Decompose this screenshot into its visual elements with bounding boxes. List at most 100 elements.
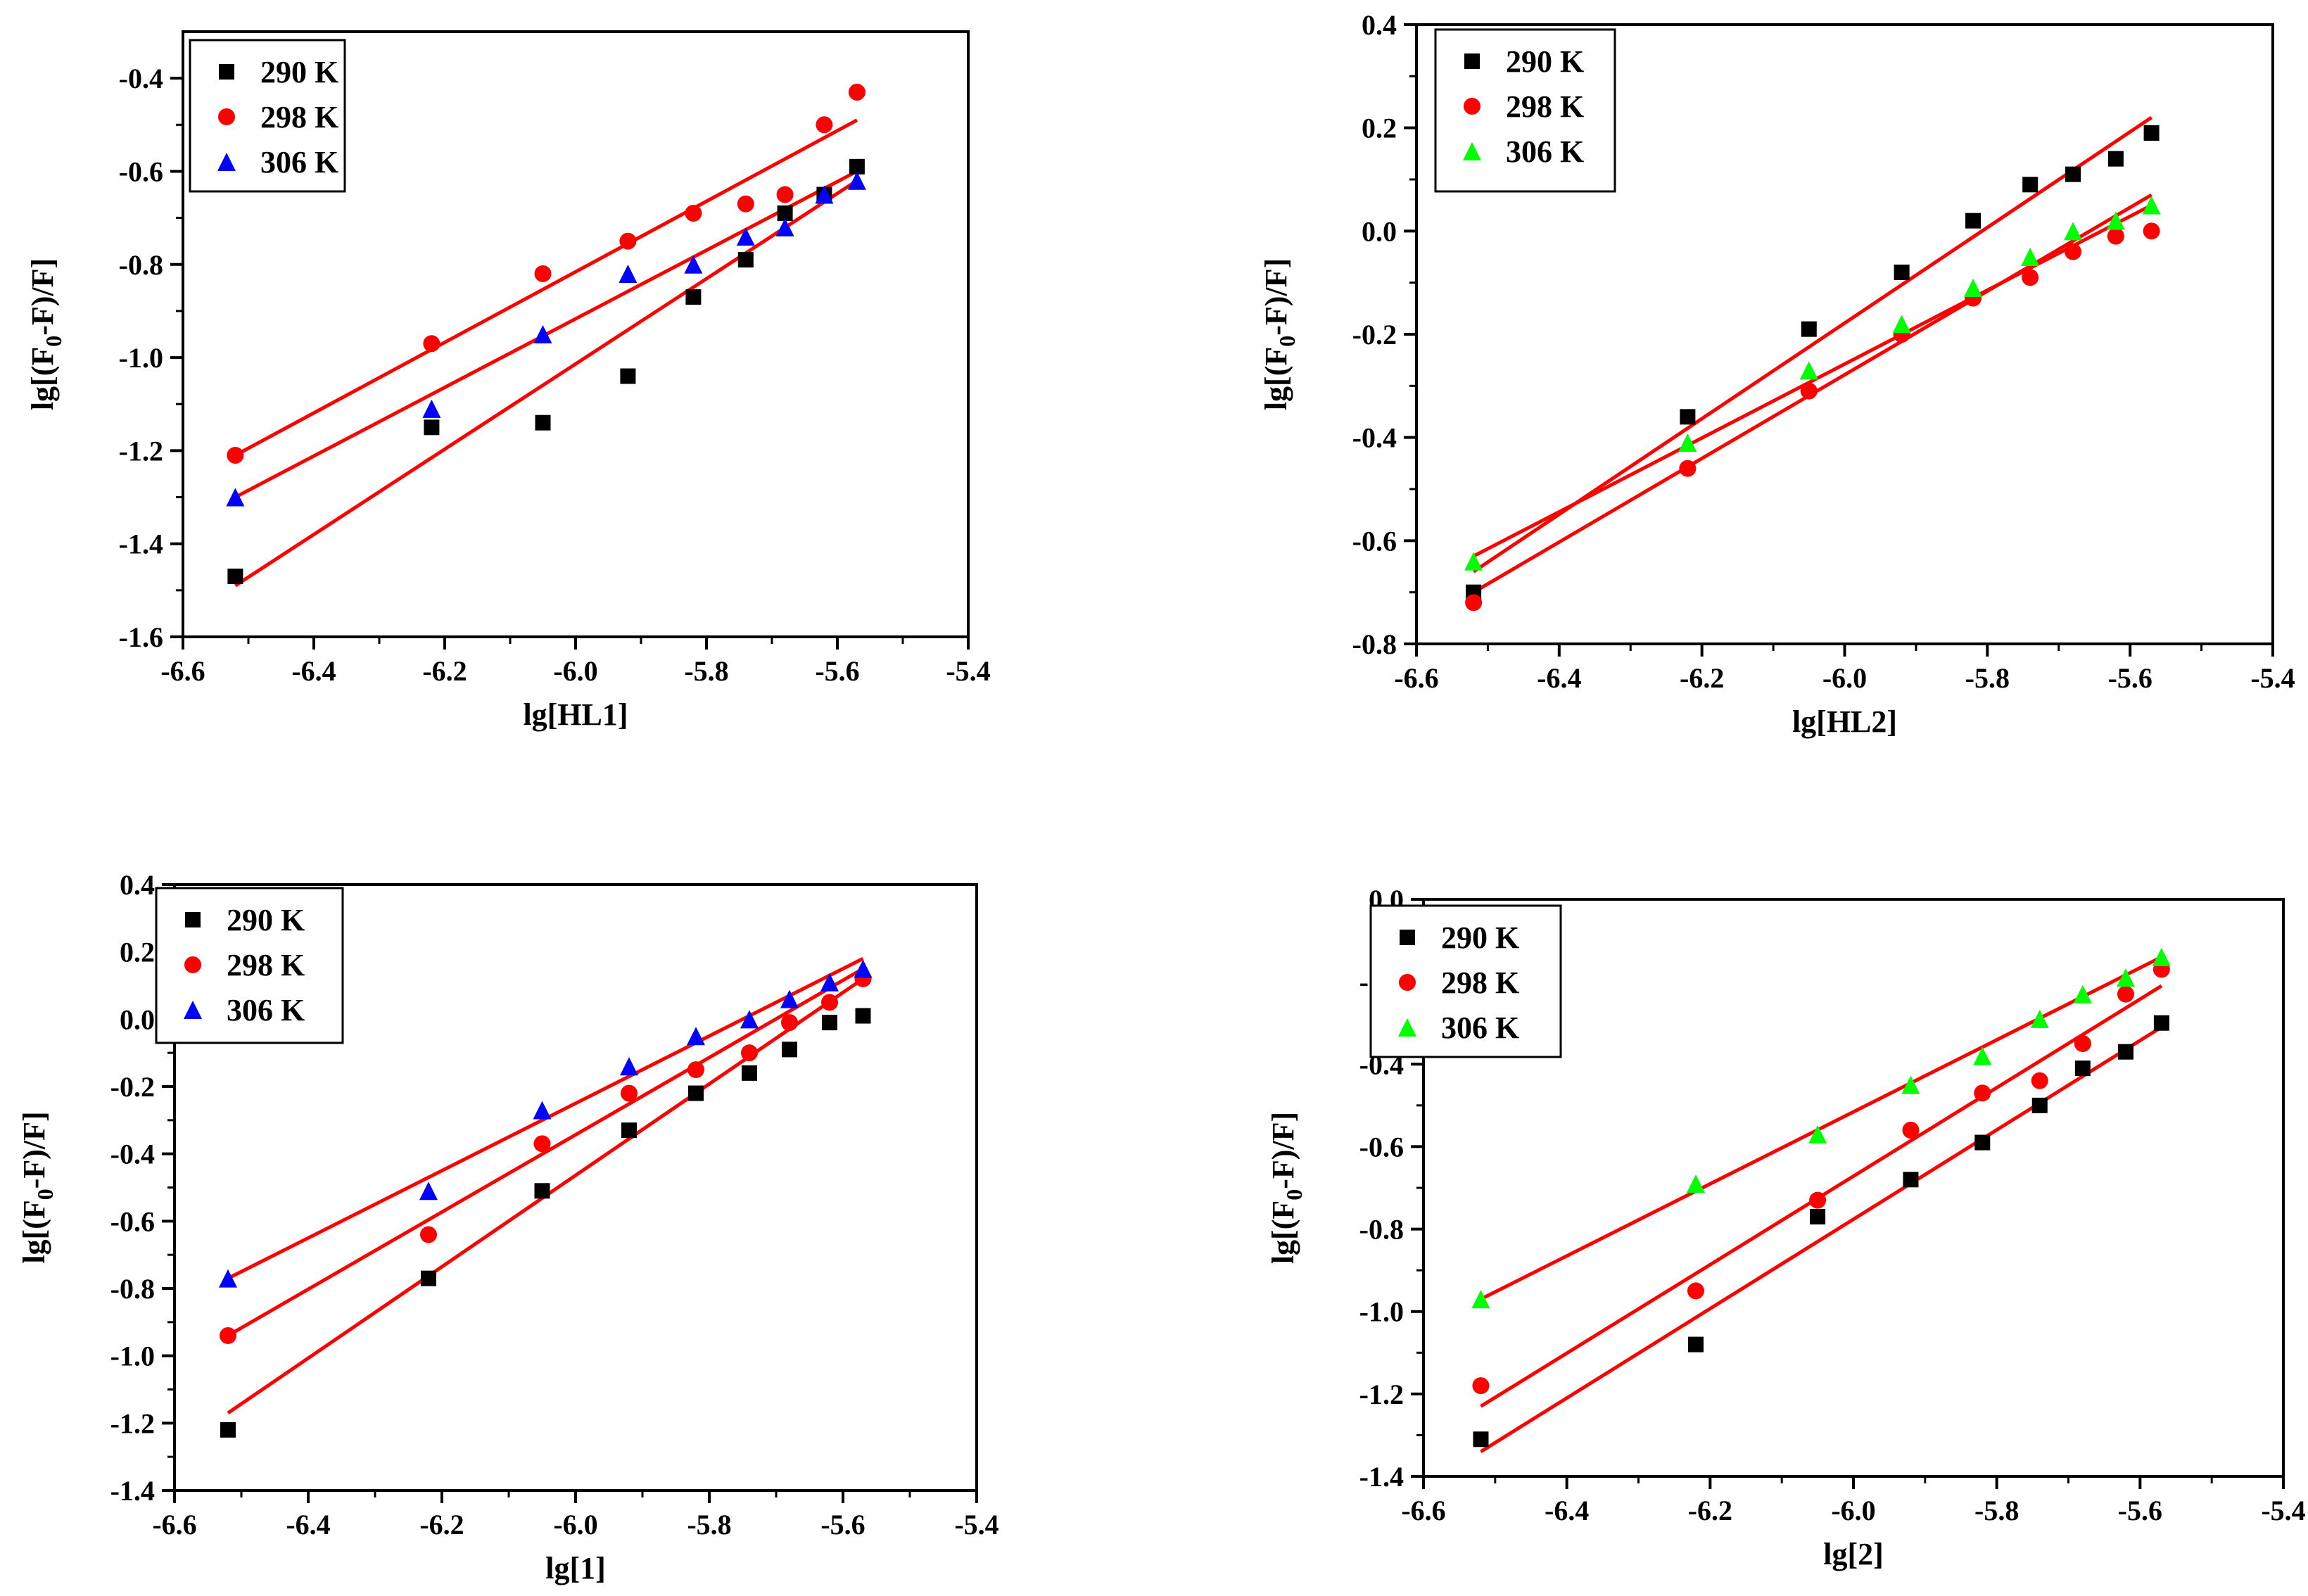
legend-marker xyxy=(218,108,235,125)
data-point-306-k xyxy=(1471,1290,1490,1309)
x-tick-label: -6.4 xyxy=(1537,662,1581,694)
data-point-298-k xyxy=(2065,243,2082,260)
data-point-290-k xyxy=(737,252,754,268)
data-point-298-k xyxy=(737,195,754,213)
y-tick-label: -1.4 xyxy=(110,1475,155,1507)
data-point-306-k xyxy=(1799,361,1818,380)
fit-line-298-k xyxy=(234,118,858,457)
data-point-290-k xyxy=(1965,213,1982,229)
legend: 290 K 298 K 306 K xyxy=(189,39,346,193)
legend-entry: 306 K xyxy=(1441,1011,1519,1045)
data-point-298-k xyxy=(2143,222,2160,240)
y-tick-label: -0.6 xyxy=(110,1205,155,1237)
legend-entry: 298 K xyxy=(1506,89,1584,124)
data-point-290-k xyxy=(822,1015,837,1031)
x-tick-label: -6.0 xyxy=(1831,1495,1875,1526)
legend-entry: 298 K xyxy=(227,948,305,982)
legend-entry: 290 K xyxy=(1441,920,1519,955)
data-point-298-k xyxy=(776,186,794,203)
y-tick-label: -1.4 xyxy=(119,528,163,560)
x-tick-label: -5.8 xyxy=(1974,1495,2019,1526)
y-tick-label: -0.8 xyxy=(110,1273,155,1305)
legend-marker xyxy=(184,1001,202,1019)
data-point-290-k xyxy=(782,1041,797,1058)
y-tick-label: 0.0 xyxy=(1362,215,1397,247)
legend-entry: 306 K xyxy=(1506,134,1584,169)
y-tick-label: -1.0 xyxy=(1359,1296,1404,1328)
fit-line-306-k xyxy=(1480,955,2163,1301)
chart-panel-2: -6.6 -6.4 -6.2 -6.0 -5.8 -5.6 -5.4 -0.8 -0.6 -0.4… xyxy=(1259,9,2295,739)
data-point-290-k xyxy=(1974,1134,1991,1151)
x-tick-label: -5.8 xyxy=(687,1509,731,1540)
y-tick-label: -0.2 xyxy=(1352,319,1397,350)
data-point-290-k xyxy=(424,419,440,436)
data-point-306-k xyxy=(847,171,866,190)
data-point-306-k xyxy=(2064,222,2083,241)
data-point-306-k xyxy=(815,185,834,204)
y-tick-label: -0.4 xyxy=(1352,422,1397,454)
x-axis-label: lg[2] xyxy=(1823,1537,1884,1571)
data-point-290-k xyxy=(685,289,702,305)
y-tick-label: -1.2 xyxy=(1359,1379,1404,1410)
data-point-306-k xyxy=(2142,196,2161,215)
fit-line-290-k xyxy=(234,179,858,588)
y-tick-label: 0.2 xyxy=(120,937,155,968)
x-tick-label: -5.4 xyxy=(2261,1495,2305,1526)
data-point-306-k xyxy=(422,399,441,418)
data-point-306-k xyxy=(2106,211,2125,230)
data-point-298-k xyxy=(619,232,637,250)
data-point-290-k xyxy=(2065,166,2081,182)
data-point-290-k xyxy=(2107,151,2124,167)
y-tick-label: -0.6 xyxy=(1359,1131,1404,1163)
data-point-306-k xyxy=(1464,552,1483,571)
y-tick-label: 0.0 xyxy=(120,1003,155,1035)
data-point-298-k xyxy=(848,84,866,101)
data-point-290-k xyxy=(777,205,793,221)
y-tick-label: -0.8 xyxy=(1352,628,1397,660)
chart-panel-1: -6.6 -6.4 -6.2 -6.0 -5.8 -5.6 -5.4 -1.6 -1.4 -1.2… xyxy=(25,30,991,732)
data-point-298-k xyxy=(420,1226,437,1243)
data-point-306-k xyxy=(620,1057,638,1076)
y-tick-label: -0.4 xyxy=(119,63,163,94)
data-point-306-k xyxy=(780,989,799,1008)
data-point-306-k xyxy=(533,1101,552,1120)
data-point-306-k xyxy=(687,1027,705,1046)
x-axis-label: lg[HL2] xyxy=(1792,704,1897,739)
legend-entry: 290 K xyxy=(260,55,338,89)
data-point-306-k xyxy=(2152,948,2171,966)
data-point-306-k xyxy=(740,1010,759,1029)
fit-line-290-k xyxy=(1480,1025,2163,1453)
data-point-306-k xyxy=(619,265,638,283)
x-tick-label: -6.2 xyxy=(1680,662,1724,694)
x-tick-label: -5.6 xyxy=(820,1509,865,1540)
legend-marker xyxy=(184,956,201,973)
data-point-298-k xyxy=(1472,1377,1490,1395)
y-tick-label: -0.8 xyxy=(119,249,163,281)
y-tick-label: 0.4 xyxy=(120,869,155,901)
legend-entry: 290 K xyxy=(1506,44,1584,79)
data-point-290-k xyxy=(1810,1209,1826,1224)
data-point-306-k xyxy=(1973,1046,1992,1065)
data-point-290-k xyxy=(421,1270,436,1286)
data-point-298-k xyxy=(1974,1084,1991,1102)
data-point-298-k xyxy=(1809,1191,1827,1209)
y-tick-label: -1.2 xyxy=(119,435,163,467)
y-tick-label: -1.6 xyxy=(119,621,163,653)
legend-marker xyxy=(1400,930,1415,945)
x-tick-label: -5.8 xyxy=(684,655,728,687)
chart-panel-3: -6.6 -6.4 -6.2 -6.0 -5.8 -5.6 -5.4 -1.4 -1.2 -1.0… xyxy=(17,869,999,1585)
data-point-298-k xyxy=(1687,1282,1704,1300)
data-point-290-k xyxy=(849,158,865,175)
data-point-290-k xyxy=(2031,1097,2048,1113)
data-point-306-k xyxy=(1901,1075,1920,1094)
y-tick-label: -1.2 xyxy=(110,1407,155,1439)
data-point-290-k xyxy=(227,569,243,584)
y-tick-label: -0.6 xyxy=(119,156,163,187)
data-point-290-k xyxy=(2143,125,2160,141)
data-point-306-k xyxy=(684,255,703,274)
x-axis-label: lg[HL1] xyxy=(523,697,628,732)
x-tick-label: -6.4 xyxy=(291,655,336,687)
chart-panel-4: -6.6 -6.4 -6.2 -6.0 -5.8 -5.6 -5.4 -1.4 -1.2 -1.0… xyxy=(1266,884,2306,1571)
x-axis-label: lg[1] xyxy=(545,1551,606,1585)
